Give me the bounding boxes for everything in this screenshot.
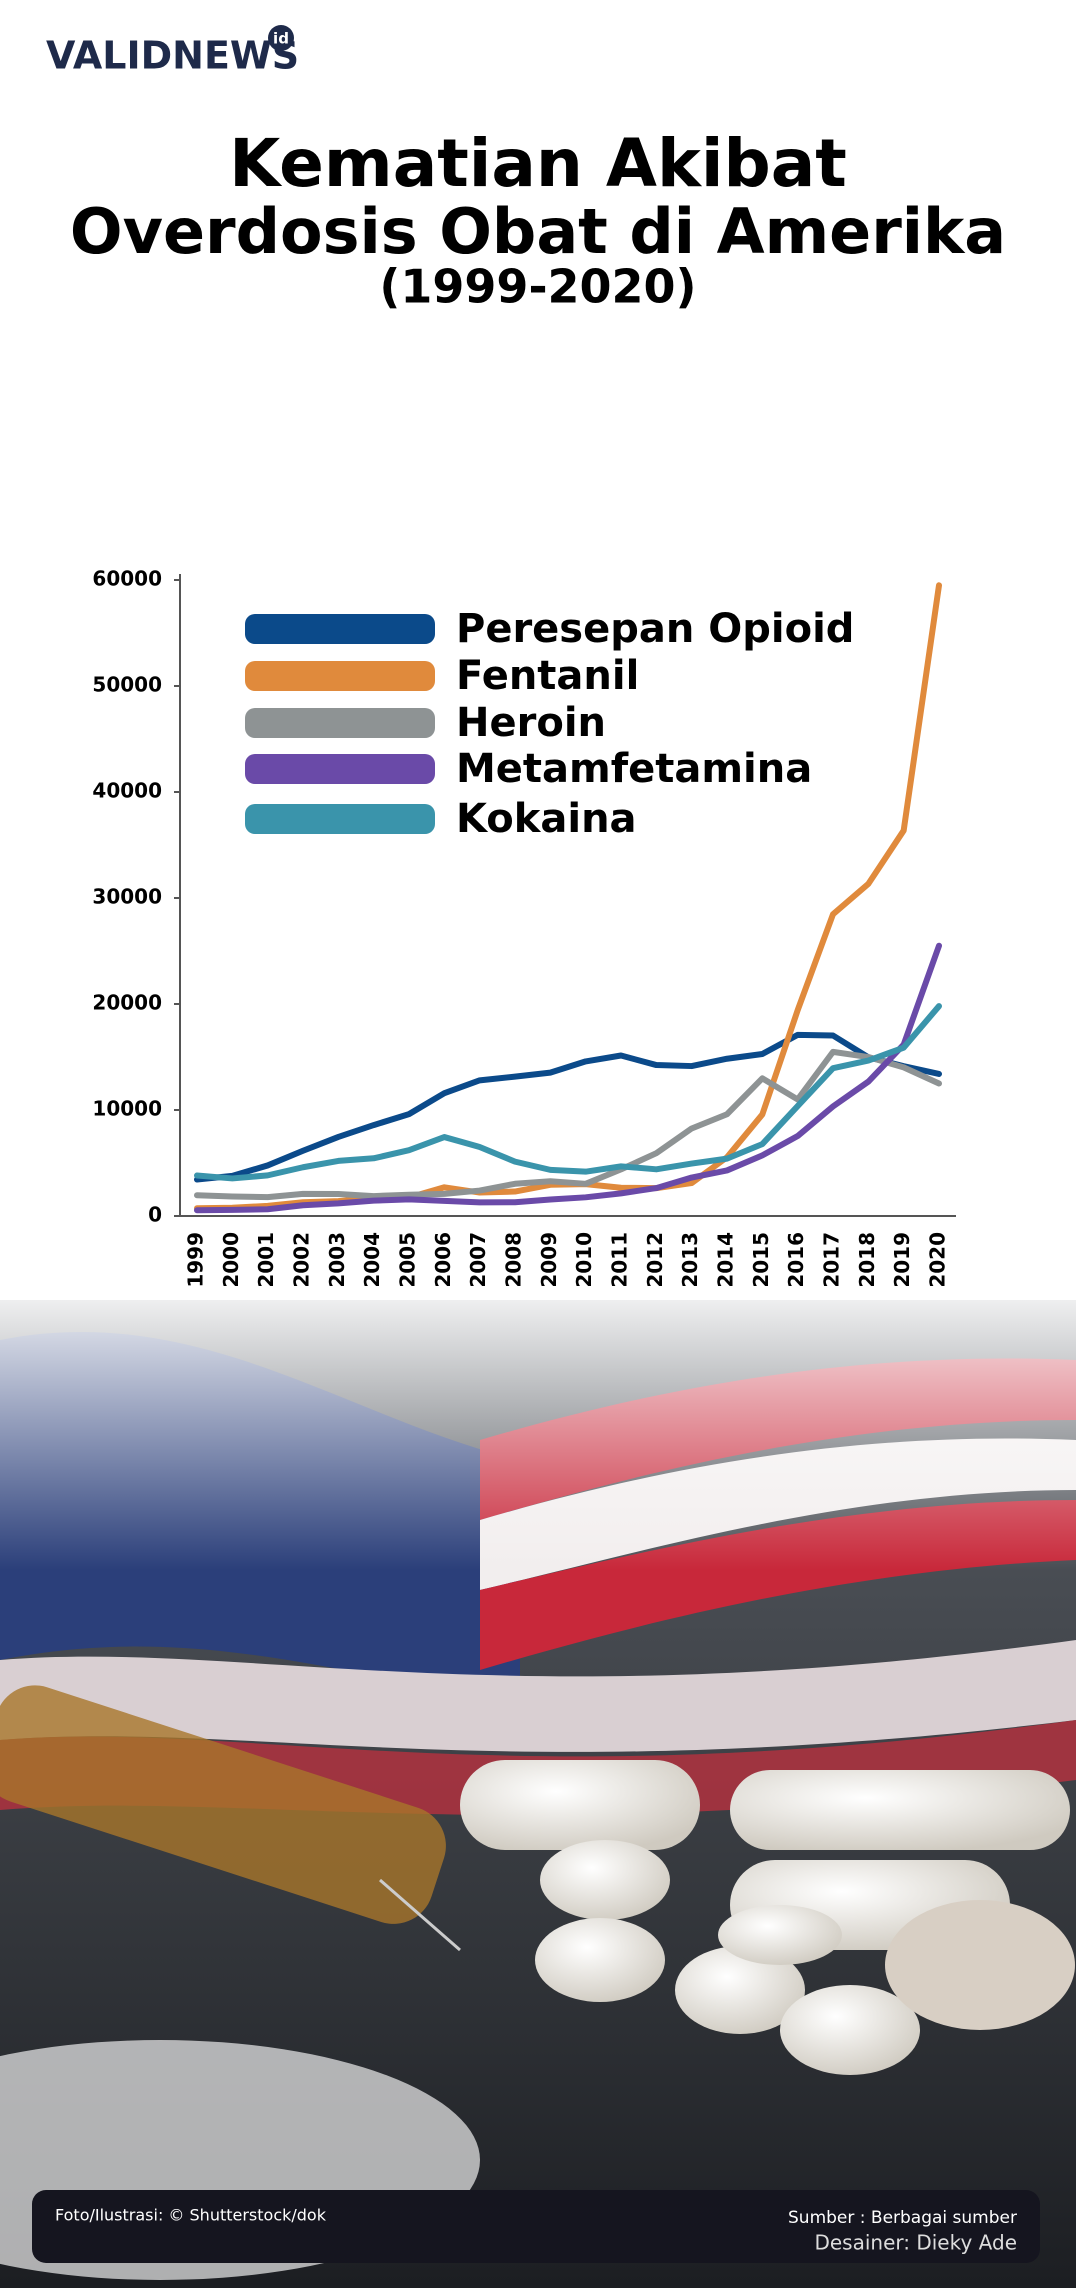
legend-swatch [245,661,435,691]
footer-box [32,2190,1040,2263]
x-tick-label: 2014 [714,1232,738,1288]
legend-swatch [245,754,435,784]
x-tick-label: 2017 [820,1232,844,1288]
x-tick-label: 2012 [643,1232,667,1288]
legend-label: Peresepan Opioid [456,606,854,652]
photo-credit: Foto/Ilustrasi: © Shutterstock/dok [55,2206,327,2225]
x-tick-label: 1999 [184,1232,208,1288]
legend-label: Fentanil [456,653,639,699]
y-tick-label: 60000 [92,567,162,591]
legend-label: Heroin [456,700,606,746]
x-tick-label: 2000 [219,1232,243,1288]
y-tick-label: 50000 [92,673,162,697]
x-tick-label: 2002 [290,1232,314,1288]
y-tick-label: 40000 [92,779,162,803]
legend-label: Metamfetamina [456,746,812,792]
x-tick-label: 2011 [608,1232,632,1288]
series-line [194,1031,942,1183]
designer: Desainer: Dieky Ade [814,2231,1017,2255]
legend-swatch [245,708,435,738]
source: Sumber : Berbagai sumber [788,2208,1017,2228]
x-tick-label: 2013 [678,1232,702,1288]
x-tick-label: 2018 [855,1232,879,1288]
chart: 0 10000 20000 30000 40000 50000 60000 1999 2000 2… [92,567,956,1288]
legend-swatch [245,804,435,834]
x-tick-label: 2004 [360,1232,384,1288]
logo-badge: id [273,30,289,48]
x-tick-label: 2008 [502,1232,526,1288]
x-tick-label: 2006 [431,1232,455,1288]
photo-background [0,1270,1076,2288]
series-line [194,1003,942,1182]
y-tick-label: 20000 [92,991,162,1015]
series-line [194,942,942,1214]
y-tick-label: 10000 [92,1097,162,1121]
legend-swatch [245,614,435,644]
x-tick-label: 2007 [466,1232,490,1288]
x-tick-label: 2005 [396,1232,420,1288]
series-line [194,1048,942,1201]
x-tick-label: 2020 [926,1232,950,1288]
title-line: Overdosis Obat di Amerika [70,195,1006,268]
y-tick-label: 0 [148,1203,162,1227]
x-tick-label: 2015 [749,1232,773,1288]
x-tick-label: 2001 [254,1232,278,1288]
logo: VALIDNEWS [46,34,299,78]
x-tick-label: 2003 [325,1232,349,1288]
x-tick-label: 2009 [537,1232,561,1288]
title-line: Kematian Akibat [229,125,847,202]
x-tick-label: 2010 [572,1232,596,1288]
x-tick-label: 2019 [890,1232,914,1288]
legend-label: Kokaina [456,796,637,842]
y-tick-label: 30000 [92,885,162,909]
logo-badge-bg [268,25,294,51]
subtitle: (1999-2020) [379,260,696,314]
x-tick-label: 2016 [784,1232,808,1288]
